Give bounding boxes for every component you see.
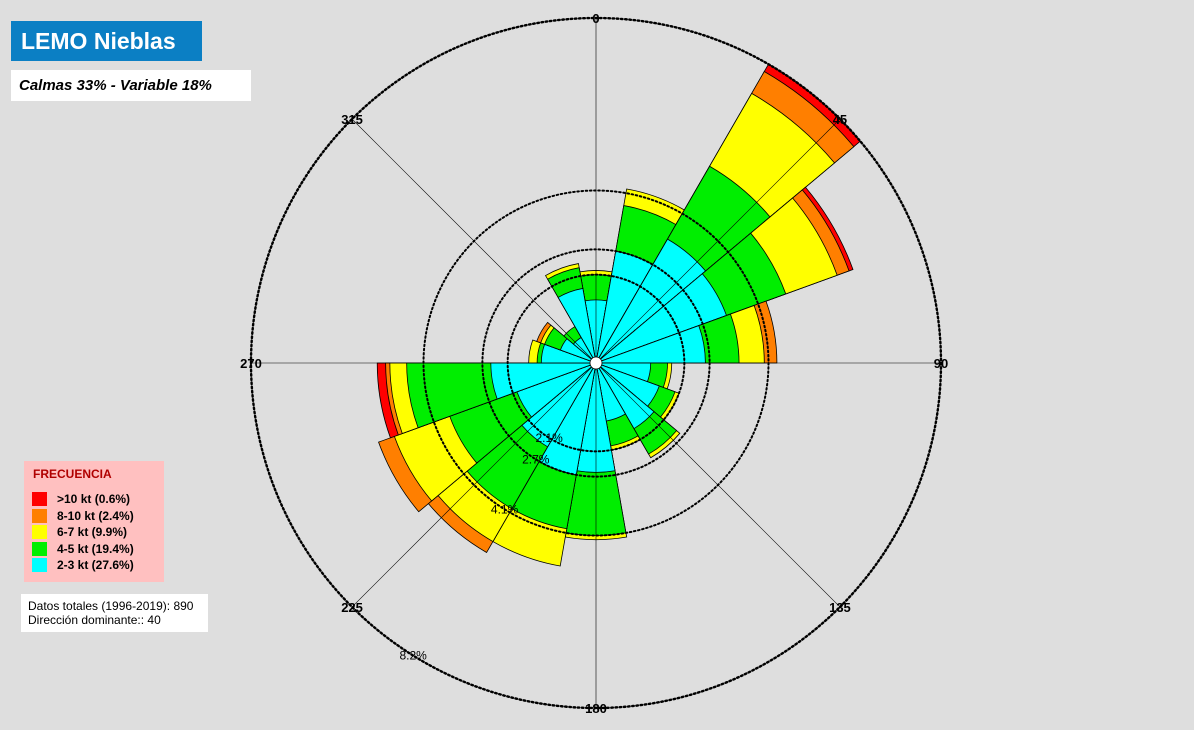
ring-labels: 2.1% 2.7% 4.1% 8.2%	[400, 431, 564, 663]
rose-center	[589, 356, 603, 370]
direction-spoke	[351, 118, 597, 364]
rose-spokes	[251, 18, 941, 708]
legend-swatch	[32, 541, 47, 556]
direction-label-0: 0	[592, 11, 599, 26]
direction-label-90: 90	[934, 356, 948, 371]
calm-variable-subtitle: Calmas 33% - Variable 18%	[11, 70, 251, 101]
legend-label: 2-3 kt (27.6%)	[57, 558, 134, 573]
direction-label-270: 270	[240, 356, 262, 371]
total-data-line: Datos totales (1996-2019): 890	[28, 599, 208, 613]
total-data-label: Datos totales (1996-2019):	[28, 599, 171, 613]
ring-label: 2.1%	[536, 431, 564, 445]
direction-labels: 0 45 90 135 180 225 270 315	[240, 11, 948, 716]
legend-swatch	[32, 508, 47, 523]
ring-label: 4.1%	[491, 502, 519, 516]
direction-label-45: 45	[833, 112, 847, 127]
ring-label: 8.2%	[400, 649, 428, 663]
dominant-direction-line: Dirección dominante:: 40	[28, 613, 208, 627]
direction-label-315: 315	[341, 112, 363, 127]
page-title: LEMO Nieblas	[11, 21, 202, 61]
legend-swatch	[32, 492, 47, 507]
total-data-value: 890	[173, 599, 194, 613]
data-info-box: Datos totales (1996-2019): 890 Dirección…	[21, 594, 208, 632]
legend-item: 2-3 kt (27.6%)	[32, 557, 164, 574]
direction-label-180: 180	[585, 701, 607, 716]
dominant-direction-label: Dirección dominante::	[28, 613, 145, 627]
legend-label: >10 kt (0.6%)	[57, 492, 131, 507]
direction-spoke	[595, 362, 841, 608]
legend-swatch	[32, 525, 47, 540]
legend-label: 4-5 kt (19.4%)	[57, 541, 134, 556]
rose-sectors	[376, 63, 861, 567]
rose-sector-340-4	[557, 287, 597, 364]
legend-item: 6-7 kt (9.9%)	[32, 524, 164, 541]
direction-spoke	[351, 362, 597, 608]
frequency-legend: FRECUENCIA >10 kt (0.6%) 8-10 kt (2.4%) …	[24, 461, 164, 582]
legend-item: 4-5 kt (19.4%)	[32, 541, 164, 558]
legend-title: FRECUENCIA	[33, 467, 112, 481]
legend-label: 8-10 kt (2.4%)	[57, 508, 134, 523]
legend-item: 8-10 kt (2.4%)	[32, 508, 164, 525]
ring-label: 2.7%	[522, 452, 550, 466]
dominant-direction-value: 40	[147, 613, 161, 627]
legend-item: >10 kt (0.6%)	[32, 491, 164, 508]
legend-label: 6-7 kt (9.9%)	[57, 525, 128, 540]
legend-swatch	[32, 558, 47, 573]
direction-label-225: 225	[341, 600, 363, 615]
direction-label-135: 135	[829, 600, 851, 615]
direction-spoke	[595, 118, 841, 364]
